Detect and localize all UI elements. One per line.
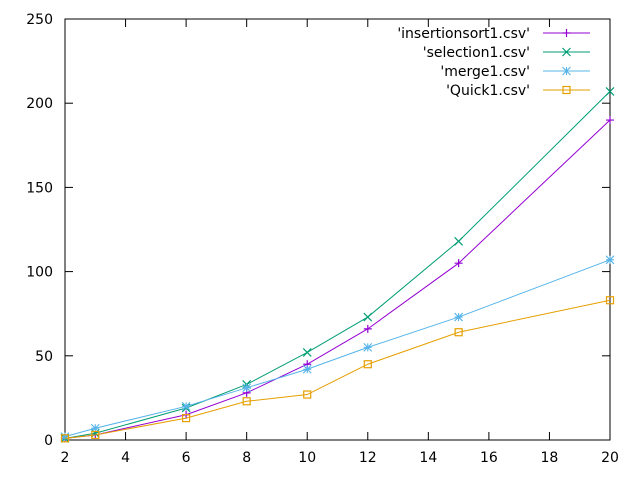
point-marker <box>60 432 70 442</box>
point-marker <box>605 86 615 96</box>
point-marker <box>302 364 312 374</box>
point-marker <box>363 312 373 322</box>
series-1 <box>60 86 615 443</box>
legend: 'insertionsort1.csv' 'selection1.csv' 'mer… <box>397 26 590 99</box>
point-marker <box>363 360 372 369</box>
x-tick-label: 12 <box>359 450 377 466</box>
series-3 <box>60 296 615 443</box>
x-tick-label: 8 <box>242 450 251 466</box>
point-marker <box>454 328 463 337</box>
x-tick-label: 2 <box>61 450 70 466</box>
x-tick-label: 18 <box>541 450 559 466</box>
x-tick-label: 20 <box>601 450 619 466</box>
series-line <box>64 119 611 439</box>
y-tick-label: 0 <box>44 433 53 449</box>
y-tick-label: 50 <box>35 349 53 365</box>
point-marker <box>303 390 312 399</box>
legend-label: 'merge1.csv' <box>440 64 530 80</box>
point-marker <box>454 312 463 322</box>
x-tick-label: 10 <box>298 450 316 466</box>
point-marker <box>363 342 373 352</box>
point-marker <box>60 434 70 443</box>
y-tick-label: 250 <box>26 12 53 28</box>
point-marker <box>562 85 571 95</box>
legend-entry-1: 'selection1.csv' <box>423 45 590 61</box>
point-marker <box>182 414 191 423</box>
y-tick-label: 100 <box>26 265 53 281</box>
point-marker <box>91 430 100 440</box>
point-marker <box>562 29 571 37</box>
legend-entry-3: 'Quick1.csv' <box>446 83 590 99</box>
legend-label: 'insertionsort1.csv' <box>397 26 530 42</box>
series-lines <box>60 86 615 443</box>
legend-label: 'Quick1.csv' <box>446 83 530 99</box>
series-2 <box>60 255 615 442</box>
plot-frame <box>64 18 611 441</box>
legend-label: 'selection1.csv' <box>423 45 530 61</box>
point-marker <box>181 401 191 411</box>
y-tick-label: 150 <box>26 180 53 196</box>
x-tick-label: 4 <box>121 450 130 466</box>
series-0 <box>61 116 614 443</box>
point-marker <box>242 383 252 393</box>
point-marker <box>242 397 251 406</box>
point-marker <box>605 296 615 305</box>
x-tick-label: 14 <box>419 450 437 466</box>
point-marker <box>562 66 571 76</box>
series-line <box>64 91 611 439</box>
legend-entry-0: 'insertionsort1.csv' <box>397 26 590 42</box>
point-marker <box>454 259 463 268</box>
point-marker <box>454 236 464 246</box>
point-marker <box>363 324 372 333</box>
legend-entry-2: 'merge1.csv' <box>440 64 590 80</box>
axis-ticks <box>64 18 611 441</box>
point-marker <box>90 423 100 433</box>
point-marker <box>302 348 312 357</box>
point-marker <box>606 116 614 125</box>
series-line <box>64 299 611 439</box>
x-tick-label: 6 <box>182 450 191 466</box>
y-tick-label: 200 <box>26 96 53 112</box>
point-marker <box>605 255 615 265</box>
series-line <box>64 259 611 438</box>
point-marker <box>562 47 571 57</box>
x-tick-label: 16 <box>480 450 498 466</box>
